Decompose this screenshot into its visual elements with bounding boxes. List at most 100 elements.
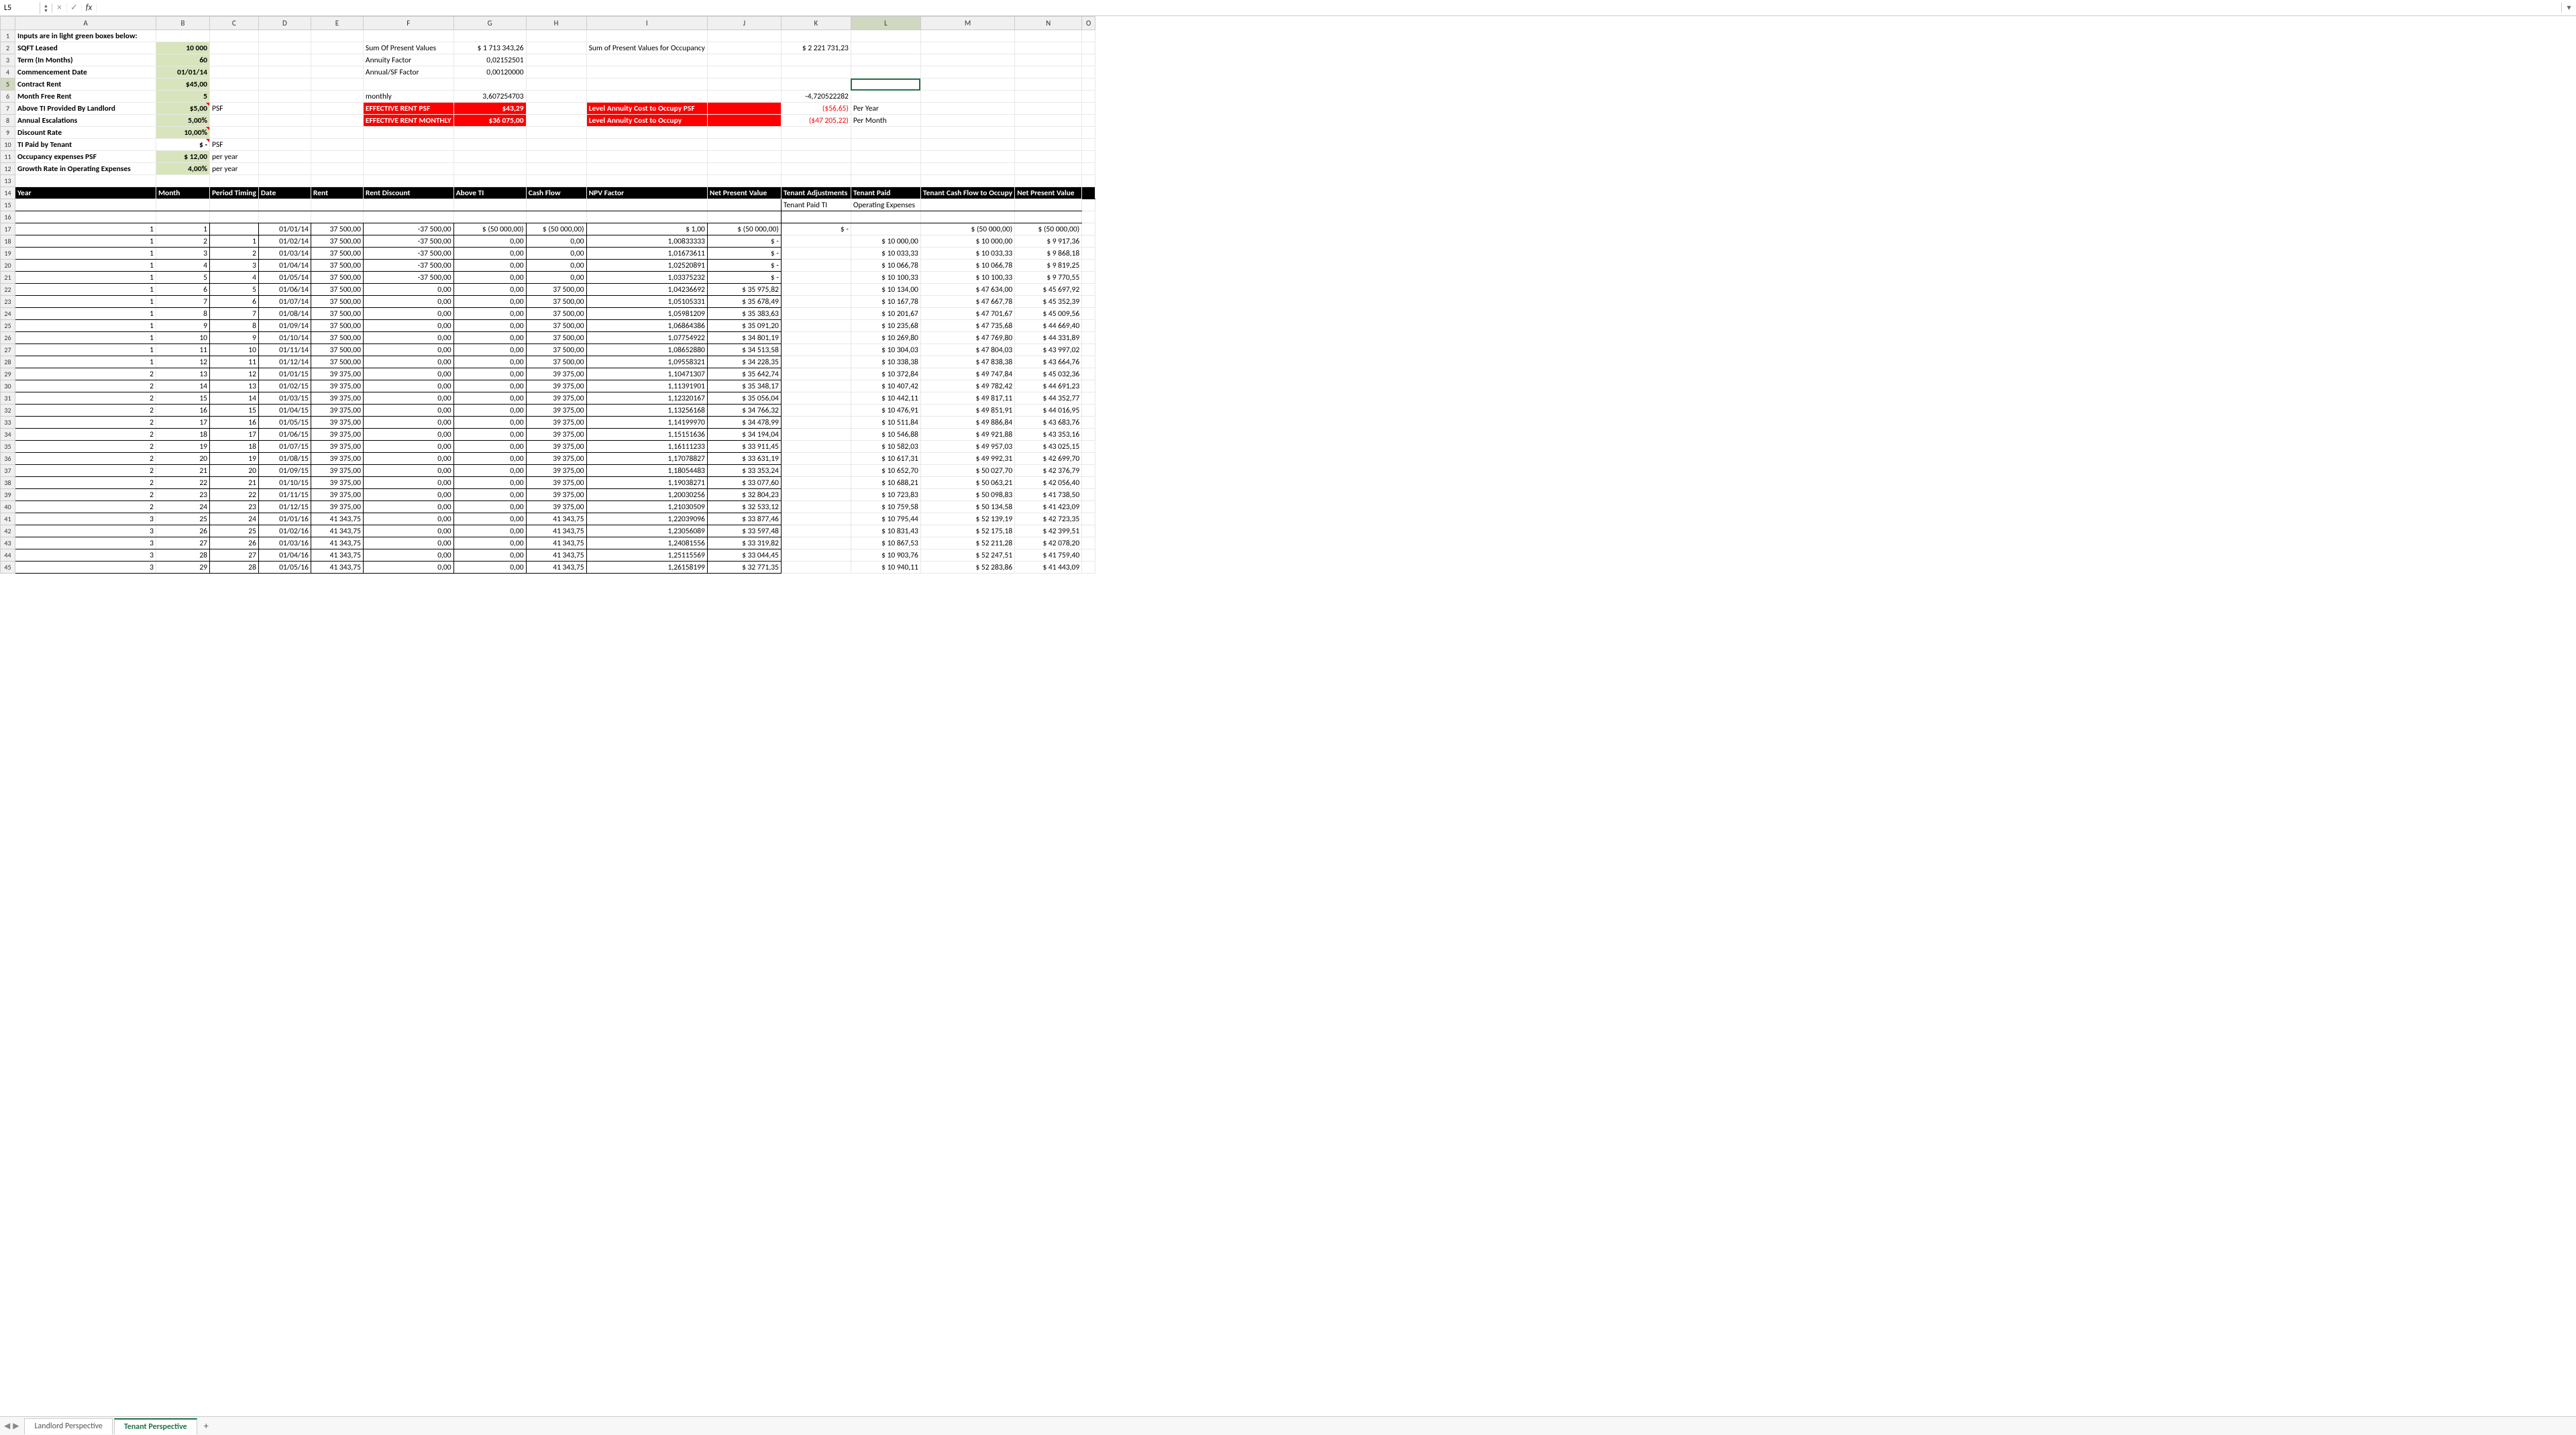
cell[interactable]: Discount Rate	[15, 127, 156, 139]
cell[interactable]: Rent Discount	[363, 187, 453, 199]
cell[interactable]	[258, 127, 311, 139]
cell[interactable]: 13	[156, 368, 210, 380]
add-sheet-button[interactable]: +	[197, 1418, 215, 1434]
cell[interactable]	[258, 163, 311, 175]
cell[interactable]: Annuity Factor	[363, 54, 453, 66]
cell[interactable]	[363, 139, 453, 151]
cell[interactable]: 0,00	[363, 380, 453, 392]
cell[interactable]: 22	[156, 477, 210, 489]
cell[interactable]: Tenant Paid	[851, 187, 920, 199]
cell[interactable]: $ 41 443,09	[1015, 562, 1082, 574]
cell[interactable]: 1	[15, 223, 156, 235]
cell[interactable]: 1,23056089	[586, 525, 707, 537]
cell[interactable]: 20	[156, 453, 210, 465]
cell[interactable]: 1	[15, 344, 156, 356]
cell[interactable]: 1,04236692	[586, 284, 707, 296]
cell[interactable]	[1082, 139, 1095, 151]
cell[interactable]	[781, 30, 851, 42]
cell[interactable]: 2	[15, 501, 156, 513]
cell[interactable]	[781, 211, 851, 223]
cell[interactable]	[707, 163, 781, 175]
cell[interactable]: 2	[15, 392, 156, 405]
cell[interactable]: 0,00	[453, 562, 526, 574]
row-header[interactable]: 41	[1, 513, 15, 525]
cell[interactable]: 01/10/14	[258, 332, 311, 344]
cell[interactable]: ($56,65)	[781, 103, 851, 115]
cell[interactable]	[586, 211, 707, 223]
cell[interactable]: $ 10 100,33	[851, 272, 920, 284]
cell[interactable]: Per Year	[851, 103, 920, 115]
cell[interactable]	[781, 417, 851, 429]
cell[interactable]: 0,00	[363, 368, 453, 380]
cell[interactable]: 3	[15, 513, 156, 525]
cell[interactable]: $ 10 372,84	[851, 368, 920, 380]
cell[interactable]: 01/04/16	[258, 549, 311, 562]
cell[interactable]: 0,00	[453, 296, 526, 308]
cell[interactable]: 37 500,00	[526, 320, 586, 332]
cell[interactable]: 01/01/14	[258, 223, 311, 235]
cell[interactable]: 37 500,00	[526, 308, 586, 320]
cell[interactable]: -37 500,00	[363, 223, 453, 235]
cell[interactable]	[1082, 549, 1095, 562]
cell[interactable]	[15, 199, 156, 211]
cell[interactable]	[1015, 151, 1082, 163]
cell[interactable]: 01/01/15	[258, 368, 311, 380]
cell[interactable]: -37 500,00	[363, 235, 453, 248]
cell[interactable]	[453, 163, 526, 175]
cell[interactable]: 1,19038271	[586, 477, 707, 489]
cell[interactable]: 1,01673611	[586, 248, 707, 260]
cell[interactable]: $ 10 066,78	[920, 260, 1014, 272]
cell[interactable]	[453, 199, 526, 211]
cell[interactable]: $ 33 319,82	[707, 537, 781, 549]
cell[interactable]	[311, 103, 363, 115]
cell[interactable]: 28	[210, 562, 259, 574]
cell[interactable]: 1,05981209	[586, 308, 707, 320]
cell[interactable]: 0,00	[363, 489, 453, 501]
cell[interactable]: 0,00	[453, 477, 526, 489]
cell[interactable]	[258, 175, 311, 187]
cell[interactable]	[258, 139, 311, 151]
cell[interactable]: 37 500,00	[311, 356, 363, 368]
cell[interactable]: 22	[210, 489, 259, 501]
cell[interactable]	[781, 441, 851, 453]
cell[interactable]: Annual Escalations	[15, 115, 156, 127]
cell[interactable]: 19	[156, 441, 210, 453]
cell[interactable]: $ 10 134,00	[851, 284, 920, 296]
cell[interactable]	[1082, 272, 1095, 284]
cell[interactable]: 26	[156, 525, 210, 537]
cell[interactable]: $ 43 664,76	[1015, 356, 1082, 368]
row-header[interactable]: 24	[1, 308, 15, 320]
cell[interactable]	[851, 54, 920, 66]
cell[interactable]: 1	[15, 332, 156, 344]
cell[interactable]: 5	[156, 272, 210, 284]
cell[interactable]: 39 375,00	[526, 417, 586, 429]
cell[interactable]	[781, 163, 851, 175]
cell[interactable]	[311, 163, 363, 175]
cell[interactable]	[258, 66, 311, 78]
cell[interactable]	[781, 453, 851, 465]
cell[interactable]	[781, 562, 851, 574]
cell[interactable]	[851, 139, 920, 151]
cell[interactable]: 18	[156, 429, 210, 441]
cell[interactable]: $ 49 886,84	[920, 417, 1014, 429]
cell[interactable]: 01/03/14	[258, 248, 311, 260]
cell[interactable]: 41 343,75	[311, 525, 363, 537]
sheet-tab[interactable]: Tenant Perspective	[114, 1418, 197, 1434]
cell[interactable]	[1082, 392, 1095, 405]
cell[interactable]: 1,08652880	[586, 344, 707, 356]
cell[interactable]: 1,15151636	[586, 429, 707, 441]
cell[interactable]: 0,00	[453, 344, 526, 356]
cell[interactable]: 01/05/15	[258, 417, 311, 429]
cell[interactable]	[1082, 465, 1095, 477]
cell[interactable]: $ 47 735,68	[920, 320, 1014, 332]
row-header[interactable]: 15	[1, 199, 15, 211]
cell[interactable]: 0,00	[526, 235, 586, 248]
cell[interactable]	[258, 115, 311, 127]
cell[interactable]: 1	[156, 223, 210, 235]
cell[interactable]	[586, 78, 707, 91]
cell[interactable]: 0,00	[453, 320, 526, 332]
cell[interactable]: 1,10471307	[586, 368, 707, 380]
cell[interactable]	[526, 42, 586, 54]
cell[interactable]: 01/12/14	[258, 356, 311, 368]
cell[interactable]	[1082, 223, 1095, 235]
